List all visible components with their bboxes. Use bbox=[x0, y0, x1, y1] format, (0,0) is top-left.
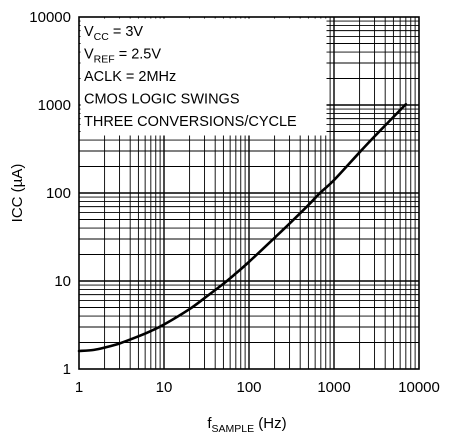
annotation-line-vref: VREF = 2.5V bbox=[84, 47, 161, 66]
x-axis-title-main: f bbox=[207, 415, 212, 432]
x-axis-title: fSAMPLE (Hz) bbox=[207, 415, 286, 435]
x-axis-title-subscript: SAMPLE bbox=[212, 423, 255, 435]
annotation-value: = 2.5V bbox=[115, 47, 162, 63]
plot-frame bbox=[78, 16, 420, 370]
y-tick-label: 1000 bbox=[38, 97, 71, 114]
y-tick-labels: 1 10 100 1000 10000 bbox=[29, 9, 71, 378]
annotation-subscript: REF bbox=[94, 54, 115, 66]
x-tick-label: 10 bbox=[156, 379, 173, 396]
annotation-text: CMOS LOGIC SWINGS bbox=[84, 92, 240, 108]
x-tick-label: 10000 bbox=[398, 379, 440, 396]
y-tick-label: 10 bbox=[54, 273, 71, 290]
x-tick-label: 1 bbox=[75, 379, 83, 396]
x-tick-labels: 1 10 100 1000 10000 bbox=[75, 379, 440, 396]
annotation-line-cmos: CMOS LOGIC SWINGS bbox=[84, 92, 240, 108]
series-icc-curve bbox=[77, 102, 408, 353]
annotation-line-conversions: THREE CONVERSIONS/CYCLE bbox=[84, 114, 297, 130]
annotation-background bbox=[80, 18, 327, 136]
annotation-text: V bbox=[84, 47, 94, 63]
y-tick-label: 100 bbox=[46, 185, 71, 202]
x-tick-label: 1000 bbox=[317, 379, 350, 396]
annotation-block: VCC = 3V VREF = 2.5V ACLK = 2MHz CMOS LO… bbox=[84, 24, 297, 130]
y-tick-label: 1 bbox=[63, 361, 71, 378]
x-axis-title-unit: (Hz) bbox=[254, 415, 287, 432]
y-axis-title: ICC (µA) bbox=[9, 164, 26, 223]
annotation-text: ACLK = 2MHz bbox=[84, 69, 176, 85]
annotation-value: = 3V bbox=[109, 24, 144, 40]
annotation-subscript: CC bbox=[94, 31, 110, 43]
x-tick-label: 100 bbox=[236, 379, 261, 396]
annotation-text: THREE CONVERSIONS/CYCLE bbox=[84, 114, 297, 130]
annotation-line-vcc: VCC = 3V bbox=[84, 24, 143, 43]
annotation-line-aclk: ACLK = 2MHz bbox=[84, 69, 176, 85]
y-tick-label: 10000 bbox=[29, 9, 71, 26]
annotation-text: V bbox=[84, 24, 94, 40]
